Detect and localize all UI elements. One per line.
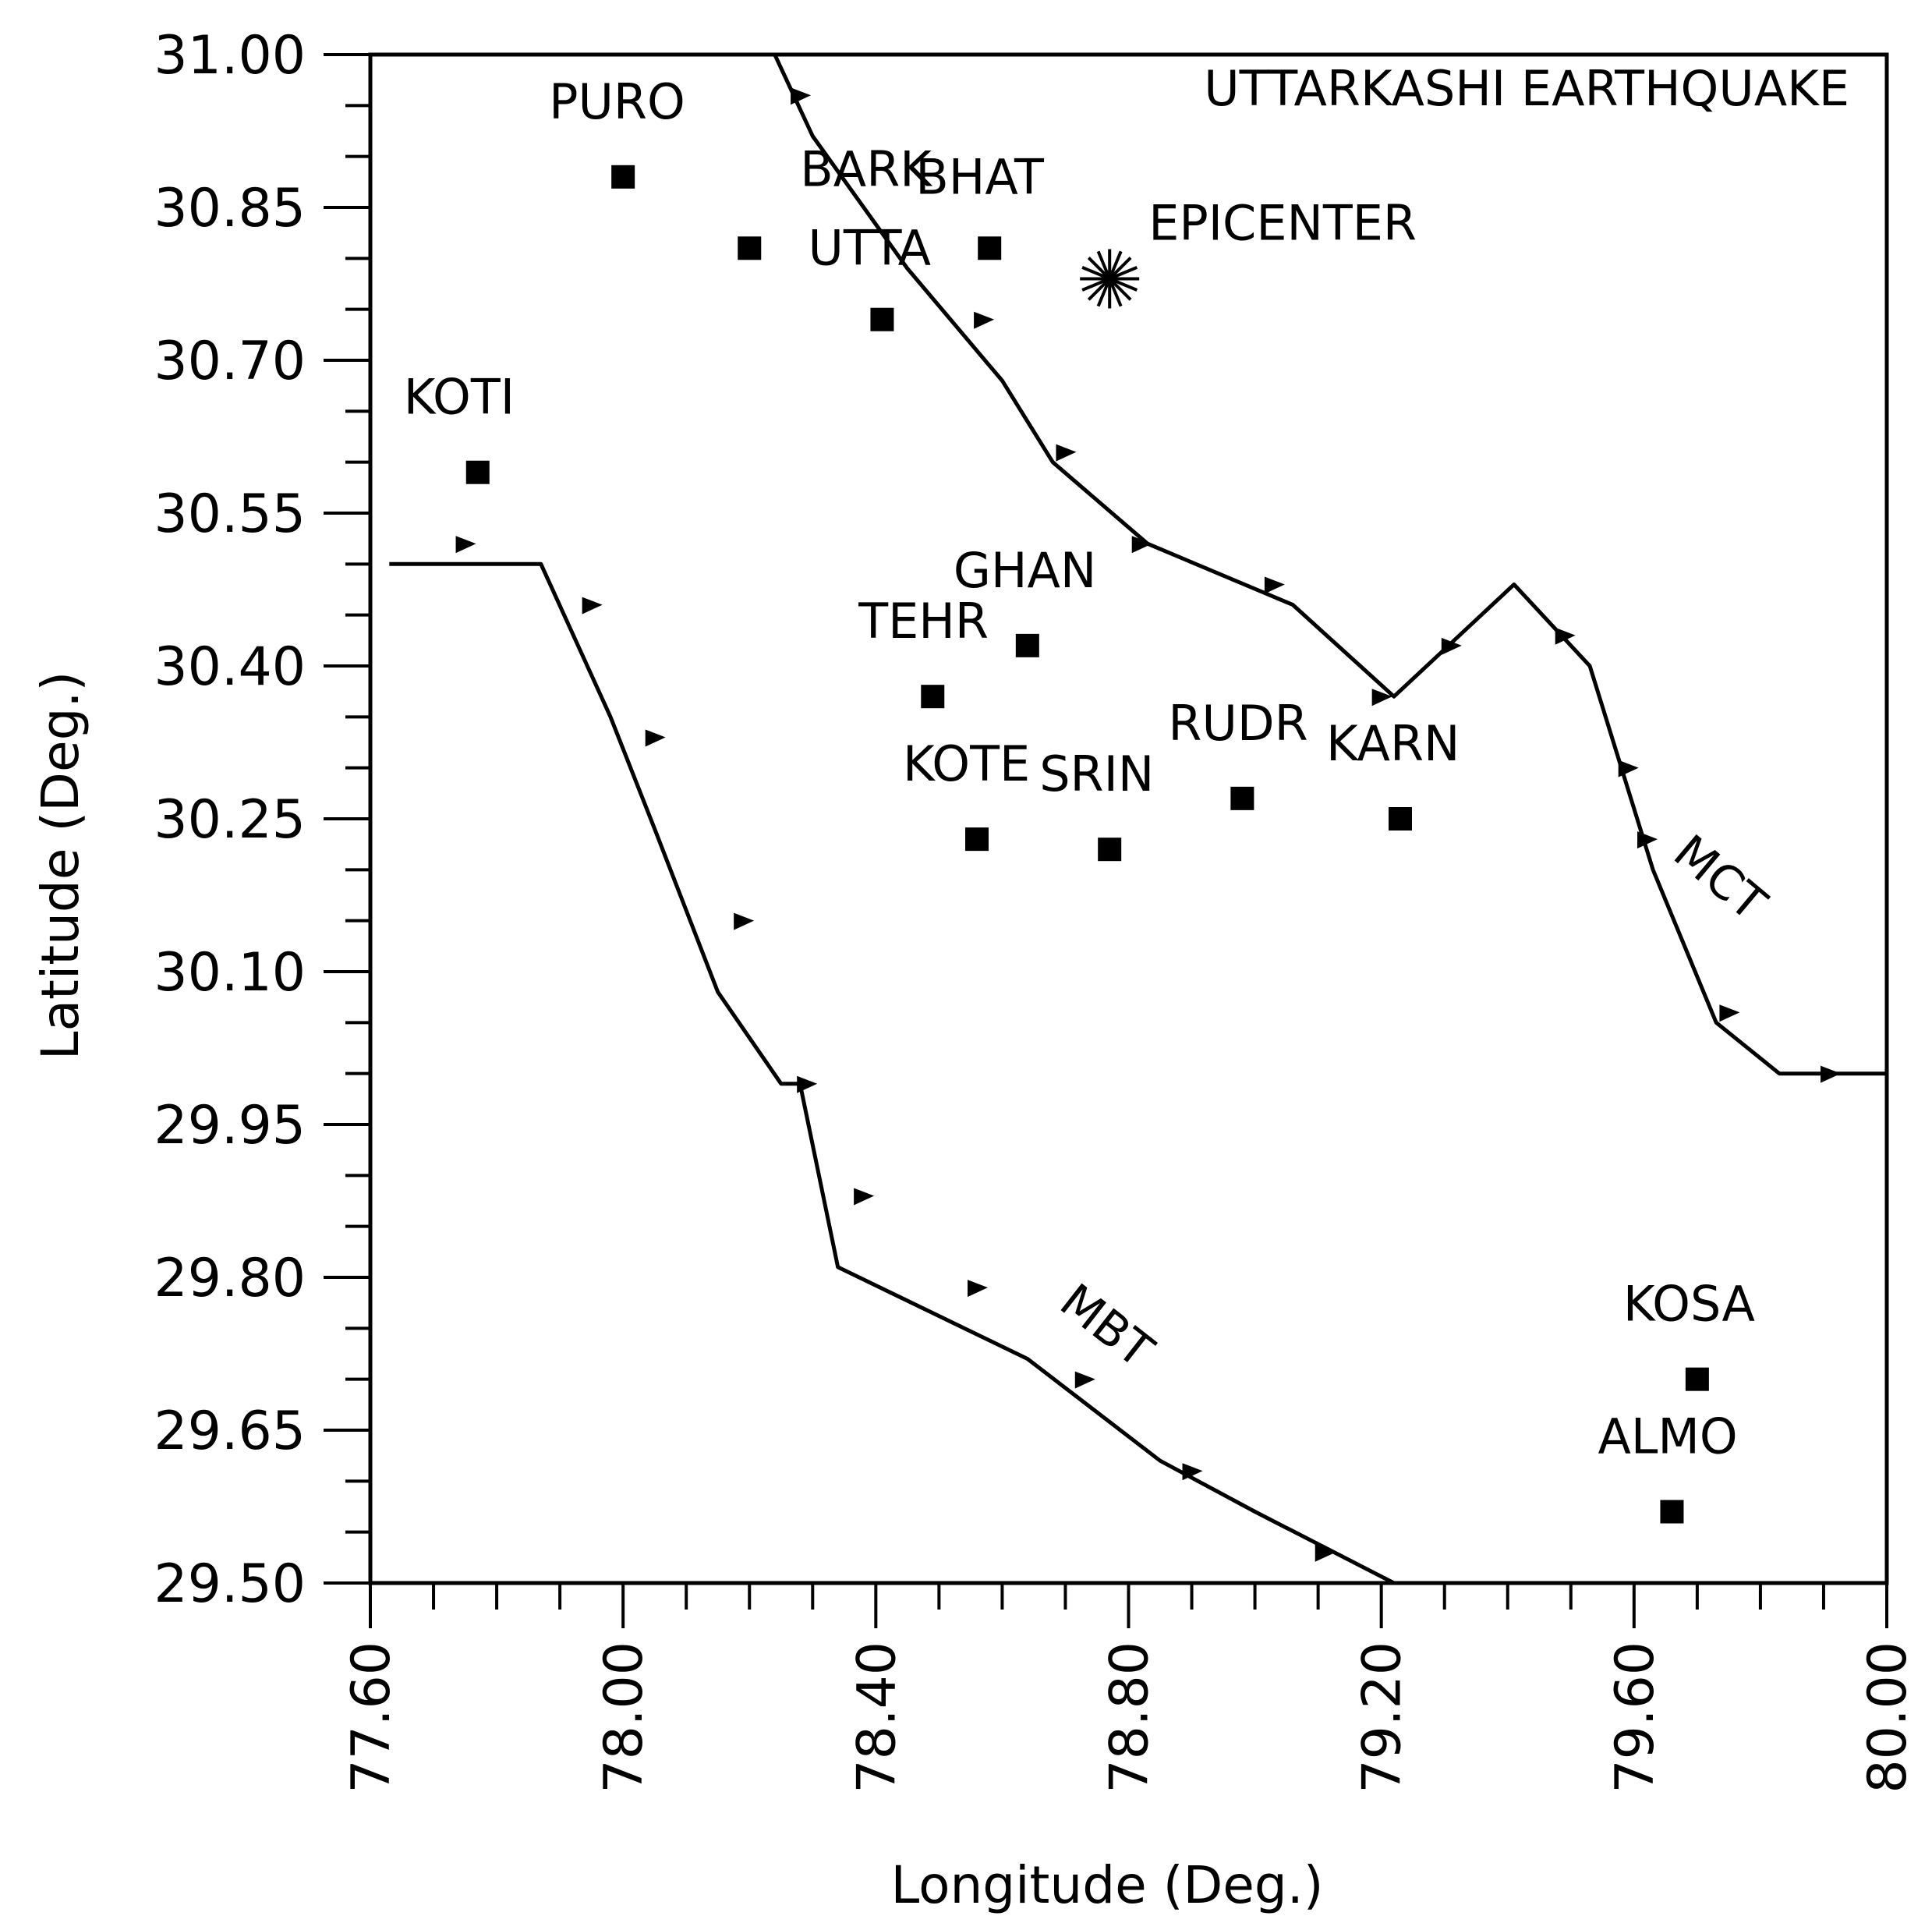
x-tick-label: 80.00 xyxy=(1857,1642,1919,1794)
station-label-almo: ALMO xyxy=(1598,1408,1737,1465)
station-label-rudr: RUDR xyxy=(1168,695,1307,752)
y-tick-label: 29.50 xyxy=(154,1553,306,1615)
mct-thrust-tooth xyxy=(974,312,994,329)
mct-fault-label: MCT xyxy=(1664,824,1777,932)
station-label-ghan: GHAN xyxy=(954,542,1096,599)
station-label-tehr: TEHR xyxy=(858,593,989,650)
x-tick-label: 78.40 xyxy=(846,1642,908,1794)
x-tick-label: 78.80 xyxy=(1099,1642,1161,1794)
y-tick-label: 30.70 xyxy=(154,331,306,392)
x-tick-label: 78.00 xyxy=(593,1642,655,1794)
x-tick-label: 77.60 xyxy=(341,1642,402,1794)
mbt-thrust-tooth xyxy=(646,729,666,746)
station-marker-almo xyxy=(1660,1500,1683,1524)
mbt-thrust-tooth xyxy=(1075,1372,1095,1389)
mct-thrust-tooth xyxy=(1719,1004,1739,1022)
station-label-srin: SRIN xyxy=(1039,746,1154,802)
mbt-thrust-tooth xyxy=(854,1188,874,1205)
station-marker-rudr xyxy=(1230,787,1254,810)
y-tick-label: 30.40 xyxy=(154,636,306,698)
mbt-thrust-tooth xyxy=(456,536,476,553)
mbt-thrust-tooth xyxy=(734,913,754,930)
mct-thrust-tooth xyxy=(791,87,811,104)
fault-lines: MCT MBT xyxy=(389,55,1887,1583)
station-marker-kosa xyxy=(1686,1368,1709,1391)
station-label-kote: KOTE xyxy=(903,735,1030,792)
y-tick-label: 29.80 xyxy=(154,1248,306,1309)
y-axis-title: Latitude (Deg.) xyxy=(30,671,90,1060)
station-marker-utta xyxy=(870,308,893,331)
x-tick-label: 79.20 xyxy=(1352,1642,1414,1794)
mbt-thrust-tooth xyxy=(582,597,603,614)
mbt-fault-label: MBT xyxy=(1050,1273,1163,1379)
station-label-koti: KOTI xyxy=(404,369,515,426)
y-tick-label: 30.55 xyxy=(154,483,306,545)
x-tick-label: 79.60 xyxy=(1605,1642,1666,1794)
epicenter-star-icon xyxy=(1080,250,1139,309)
y-tick-label: 29.65 xyxy=(154,1401,306,1462)
x-axis-title: Longitude (Deg.) xyxy=(890,1855,1323,1915)
y-tick-label: 31.00 xyxy=(154,25,306,87)
station-marker-kote xyxy=(965,827,989,851)
y-tick-label: 30.25 xyxy=(154,789,306,851)
mct-thrust-tooth xyxy=(1056,444,1076,462)
y-tick-label: 29.95 xyxy=(154,1095,306,1156)
mbt-thrust-tooth xyxy=(968,1280,988,1297)
station-marker-ghan xyxy=(1016,634,1039,657)
station-marker-bark xyxy=(738,236,761,260)
mct-thrust-tooth xyxy=(1265,576,1285,593)
station-label-bhat: BHAT xyxy=(915,148,1045,205)
map-frame: 77.60 78.00 78.40 78.80 79.20 79.60 80.00 29.50… xyxy=(154,25,1919,1794)
station-marker-bhat xyxy=(978,236,1001,260)
station-label-utta: UTTA xyxy=(808,220,931,277)
plot-title: UTTARKASHI EARTHQUAKE xyxy=(1204,60,1849,117)
station-label-karn: KARN xyxy=(1326,715,1460,772)
epicenter-label: EPICENTER xyxy=(1148,194,1417,251)
station-label-kosa: KOSA xyxy=(1623,1276,1755,1333)
station-marker-koti xyxy=(466,461,490,484)
station-marker-tehr xyxy=(921,685,944,708)
mct-thrust-tooth xyxy=(1821,1066,1841,1083)
y-tick-label: 30.10 xyxy=(154,942,306,1004)
station-label-puro: PURO xyxy=(549,73,685,130)
station-label-bark: BARK xyxy=(800,140,932,197)
mbt-thrust-tooth xyxy=(797,1076,817,1093)
mct-thrust-tooth xyxy=(1619,760,1639,777)
station-marker-srin xyxy=(1098,838,1121,861)
station-marker-karn xyxy=(1389,807,1412,831)
y-tick-label: 30.85 xyxy=(154,178,306,239)
station-marker-puro xyxy=(611,165,635,189)
